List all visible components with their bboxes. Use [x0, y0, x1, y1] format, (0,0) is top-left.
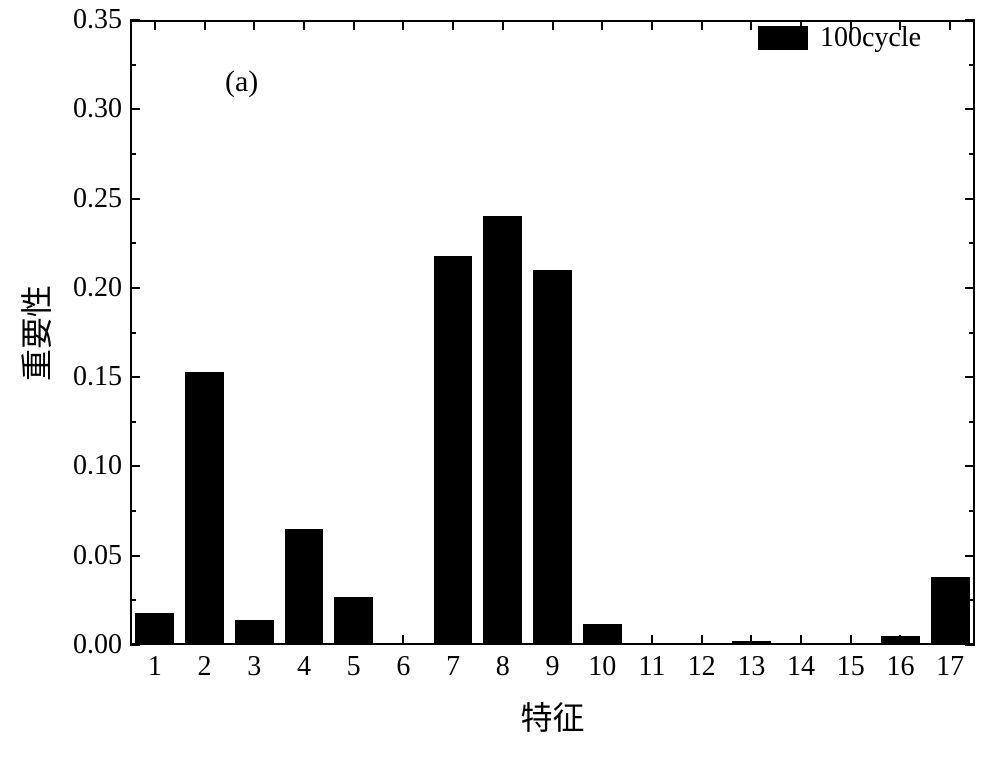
x-tick [353, 20, 355, 30]
x-tick-label: 17 [936, 651, 964, 683]
bar [583, 624, 622, 645]
legend-text: 100cycle [820, 22, 921, 54]
y-minor-tick [969, 153, 975, 155]
x-tick [552, 20, 554, 30]
y-tick [130, 287, 140, 289]
y-tick [965, 19, 975, 21]
x-tick [154, 20, 156, 30]
y-tick [965, 287, 975, 289]
x-tick [601, 20, 603, 30]
x-tick [452, 20, 454, 30]
x-tick-label: 10 [588, 651, 616, 683]
y-minor-tick [130, 332, 136, 334]
bar [483, 216, 522, 645]
y-tick-label: 0.20 [73, 272, 122, 304]
x-tick [402, 20, 404, 30]
x-tick [949, 20, 951, 30]
y-tick-label: 0.05 [73, 540, 122, 572]
y-tick [965, 198, 975, 200]
bar [782, 643, 821, 645]
x-tick-label: 11 [638, 651, 665, 683]
x-tick-label: 15 [837, 651, 865, 683]
bar [185, 372, 224, 645]
y-minor-tick [969, 242, 975, 244]
legend: 100cycle [758, 22, 921, 54]
y-minor-tick [130, 242, 136, 244]
x-tick [701, 635, 703, 645]
bar [235, 620, 274, 645]
x-tick [800, 20, 802, 30]
y-tick-label: 0.15 [73, 361, 122, 393]
x-tick [850, 635, 852, 645]
x-tick-label: 2 [198, 651, 212, 683]
panel-label: (a) [225, 65, 258, 99]
x-tick [850, 20, 852, 30]
y-minor-tick [130, 64, 136, 66]
y-tick [965, 376, 975, 378]
x-tick-label: 5 [347, 651, 361, 683]
x-tick-label: 6 [396, 651, 410, 683]
bar [533, 270, 572, 645]
x-tick [402, 635, 404, 645]
y-tick [130, 108, 140, 110]
y-tick [130, 465, 140, 467]
y-tick-label: 0.30 [73, 93, 122, 125]
chart-container: (a) 重要性 特征 100cycle 0.00 0.05 0.10 0.15 0.20… [0, 0, 1000, 765]
x-tick-label: 8 [496, 651, 510, 683]
x-tick [750, 20, 752, 30]
y-tick-label: 0.35 [73, 4, 122, 36]
x-tick-label: 9 [546, 651, 560, 683]
y-tick [965, 465, 975, 467]
x-tick [502, 20, 504, 30]
y-minor-tick [969, 332, 975, 334]
x-tick-label: 13 [737, 651, 765, 683]
bar [334, 597, 373, 645]
x-tick-label: 14 [787, 651, 815, 683]
y-tick [130, 555, 140, 557]
y-minor-tick [969, 599, 975, 601]
x-tick [651, 20, 653, 30]
y-tick [965, 555, 975, 557]
x-tick [303, 20, 305, 30]
x-tick [253, 20, 255, 30]
y-minor-tick [130, 421, 136, 423]
x-tick-label: 3 [247, 651, 261, 683]
y-tick [965, 108, 975, 110]
y-minor-tick [130, 599, 136, 601]
x-tick [899, 20, 901, 30]
x-tick-label: 4 [297, 651, 311, 683]
y-tick [130, 19, 140, 21]
y-minor-tick [969, 64, 975, 66]
bar [881, 636, 920, 645]
y-axis-label: 重要性 [12, 284, 58, 380]
x-tick-label: 16 [886, 651, 914, 683]
x-axis-label: 特征 [520, 693, 584, 739]
y-tick-label: 0.00 [73, 629, 122, 661]
x-tick [204, 20, 206, 30]
y-minor-tick [969, 510, 975, 512]
y-minor-tick [969, 421, 975, 423]
y-minor-tick [130, 510, 136, 512]
bar [931, 577, 970, 645]
y-tick-label: 0.25 [73, 183, 122, 215]
y-minor-tick [130, 153, 136, 155]
bar [285, 529, 324, 645]
y-tick [130, 198, 140, 200]
x-tick [651, 635, 653, 645]
x-tick [701, 20, 703, 30]
bar [135, 613, 174, 645]
x-tick-label: 12 [688, 651, 716, 683]
bar [434, 256, 473, 645]
bar [732, 641, 771, 645]
x-tick-label: 7 [446, 651, 460, 683]
y-tick [130, 376, 140, 378]
y-tick-label: 0.10 [73, 450, 122, 482]
x-tick-label: 1 [148, 651, 162, 683]
